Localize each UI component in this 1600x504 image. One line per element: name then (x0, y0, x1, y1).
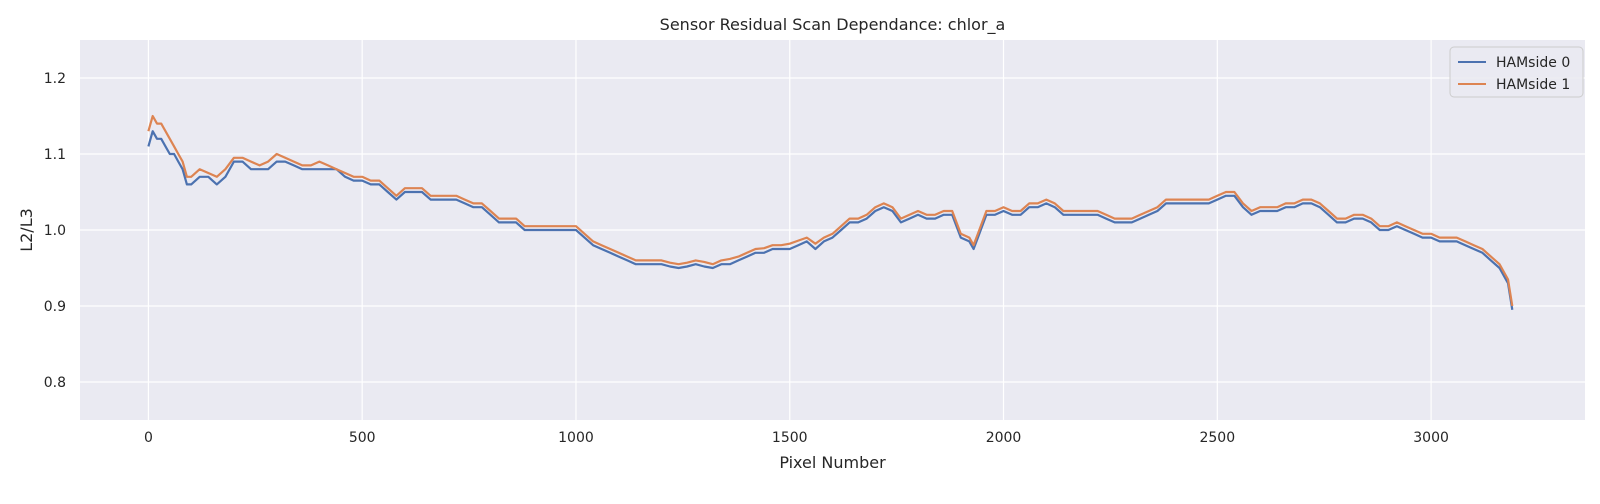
legend-label: HAMside 0 (1496, 55, 1570, 71)
x-tick-label: 1500 (772, 430, 808, 446)
y-tick-label: 1.1 (44, 147, 66, 163)
x-tick-label: 1000 (558, 430, 594, 446)
x-tick-label: 500 (349, 430, 376, 446)
x-axis-label: Pixel Number (779, 453, 886, 472)
series-layer (147, 114, 1514, 310)
y-axis-label: L2/L3 (17, 208, 36, 252)
series-line-hamside-1 (147, 114, 1514, 307)
x-gridlines (147, 40, 1432, 420)
y-tick-label: 0.9 (44, 299, 66, 315)
x-tick-label: 0 (144, 430, 153, 446)
y-tick-label: 1.2 (44, 71, 66, 87)
legend-label: HAMside 1 (1496, 77, 1570, 93)
x-tick-label: 2000 (986, 430, 1022, 446)
x-tick-label: 3000 (1413, 430, 1449, 446)
y-tick-labels: 0.8 0.9 1.0 1.1 1.2 (44, 71, 66, 391)
y-gridlines (80, 77, 1585, 383)
y-tick-label: 0.8 (44, 375, 66, 391)
chart-title: Sensor Residual Scan Dependance: chlor_a (660, 15, 1006, 35)
legend: HAMside 0 HAMside 1 (1449, 46, 1584, 98)
x-tick-labels: 0 500 1000 1500 2000 2500 3000 (144, 430, 1449, 446)
series-line-hamside-0 (147, 130, 1514, 310)
y-tick-label: 1.0 (44, 223, 66, 239)
x-tick-label: 2500 (1199, 430, 1235, 446)
